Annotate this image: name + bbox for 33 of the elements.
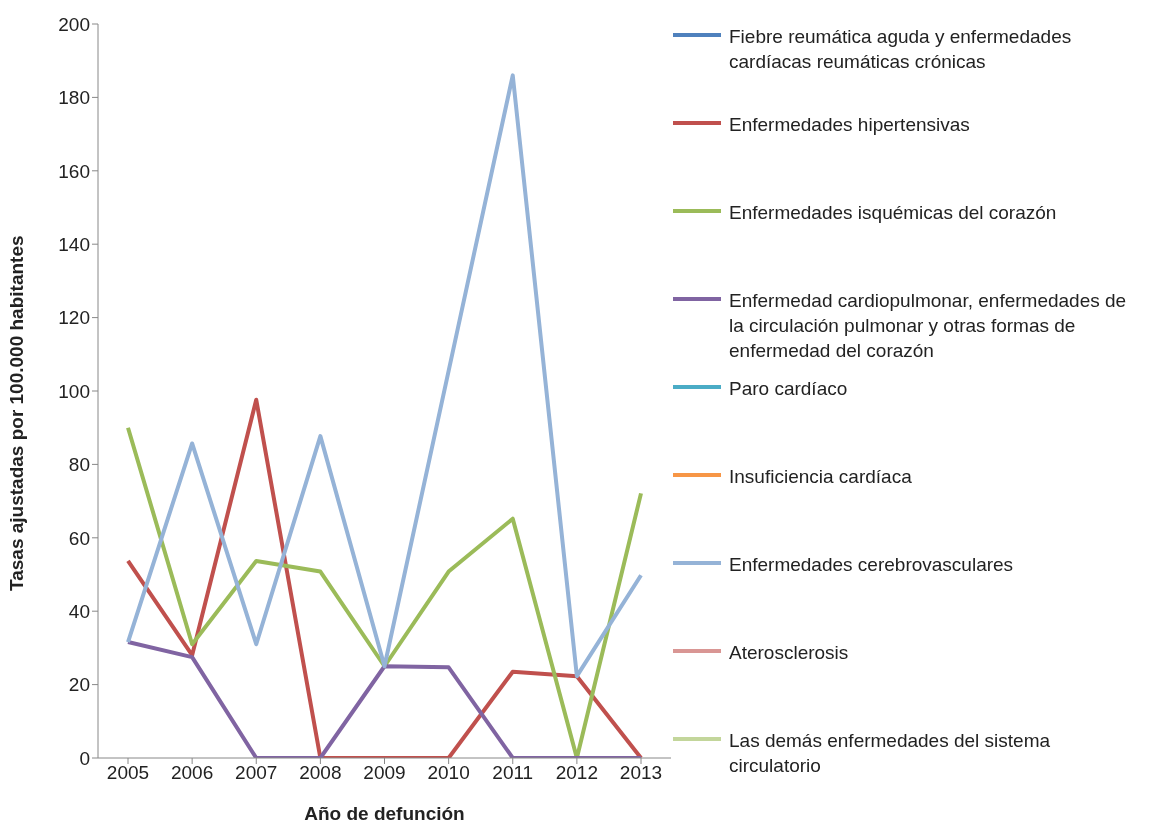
x-tick-label: 2006 [170, 762, 214, 784]
legend-label: Las demás enfermedades del sistema circulatorio [729, 729, 1052, 778]
x-tick-label: 2011 [492, 762, 534, 784]
legend-label: Enfermedades cerebrovasculares [729, 553, 1014, 577]
y-tick-label: 180 [58, 87, 90, 109]
y-tick-label: 160 [58, 160, 90, 182]
y-tick-label: 0 [79, 747, 90, 769]
x-axis-title: Año de defunción [304, 803, 465, 824]
legend-label: Insuficiencia cardíaca [729, 465, 912, 489]
y-tick-label: 80 [68, 454, 90, 476]
y-tick-label: 200 [58, 13, 90, 35]
y-tick-label: 60 [68, 527, 90, 549]
y-tick-label: 120 [58, 307, 90, 329]
x-tick-label: 2007 [235, 762, 278, 784]
legend-label: Enfermedad cardiopulmonar, enfermedades de la circulación pulmonar y otras formas de enfermedad del corazón [729, 289, 1128, 363]
line-series [126, 73, 643, 679]
x-tick-label: 2008 [299, 762, 342, 784]
legend-label: Paro cardíaco [729, 377, 848, 401]
x-tick-label: 2012 [555, 762, 599, 784]
x-tick-label: 2009 [363, 762, 406, 784]
legend-label: Aterosclerosis [729, 641, 849, 665]
x-tick-label: 2005 [106, 762, 150, 784]
legend-label: Enfermedades isquémicas del corazón [729, 201, 1057, 225]
y-axis-title: Tasas ajustadas por 100.000 habitantes [5, 235, 27, 591]
line-series [126, 640, 643, 758]
y-tick-label: 40 [68, 600, 90, 622]
legend-label: Fiebre reumática aguda y enfermedades cardíacas reumáticas crónicas [729, 25, 1073, 74]
x-tick-label: 2010 [427, 762, 470, 784]
y-tick-label: 100 [58, 380, 90, 402]
y-tick-label: 140 [58, 233, 90, 255]
x-tick-label: 2013 [619, 762, 663, 784]
y-tick-label: 20 [68, 674, 90, 696]
legend-label: Enfermedades hipertensivas [729, 113, 970, 137]
